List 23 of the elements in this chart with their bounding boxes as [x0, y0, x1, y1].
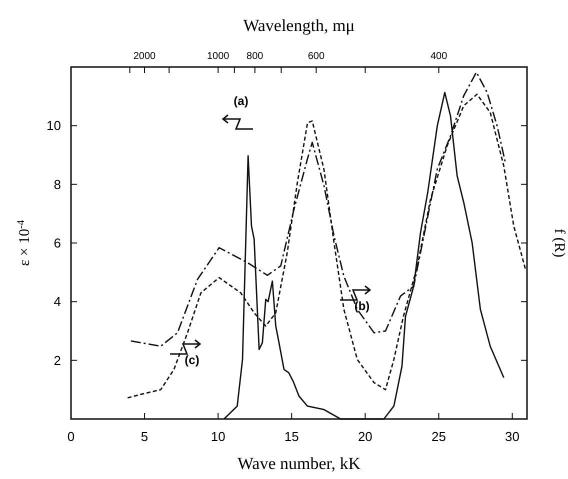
annotation: (a) — [234, 94, 248, 108]
x-tick-label: 30 — [505, 429, 520, 444]
text: 1000 — [206, 51, 230, 62]
x-tick-label: 10 — [210, 429, 226, 444]
annotation: (b) — [354, 299, 370, 313]
text: 600 — [308, 51, 325, 62]
x2-axis-title: Wavelength, mμ — [243, 16, 355, 35]
y-tick-label: 4 — [54, 294, 61, 310]
x-tick-label: 15 — [284, 429, 299, 444]
y-tick-label: 8 — [54, 176, 61, 192]
text: 400 — [430, 51, 448, 62]
y-tick-label: 2 — [54, 352, 61, 368]
y2-axis-title: f (R) — [551, 228, 567, 258]
x-tick-label: 0 — [67, 429, 75, 444]
y-tick-label: 10 — [46, 118, 61, 134]
x-axis-title: Wave number, kK — [237, 454, 362, 473]
x-tick-label: 20 — [358, 429, 372, 444]
text: 800 — [246, 51, 264, 62]
x-tick-label: 25 — [432, 429, 446, 444]
x-tick-label: 5 — [140, 429, 148, 444]
y-tick-label: 6 — [54, 236, 61, 250]
annotation: (c) — [184, 353, 200, 367]
text: 2000 — [133, 51, 156, 62]
